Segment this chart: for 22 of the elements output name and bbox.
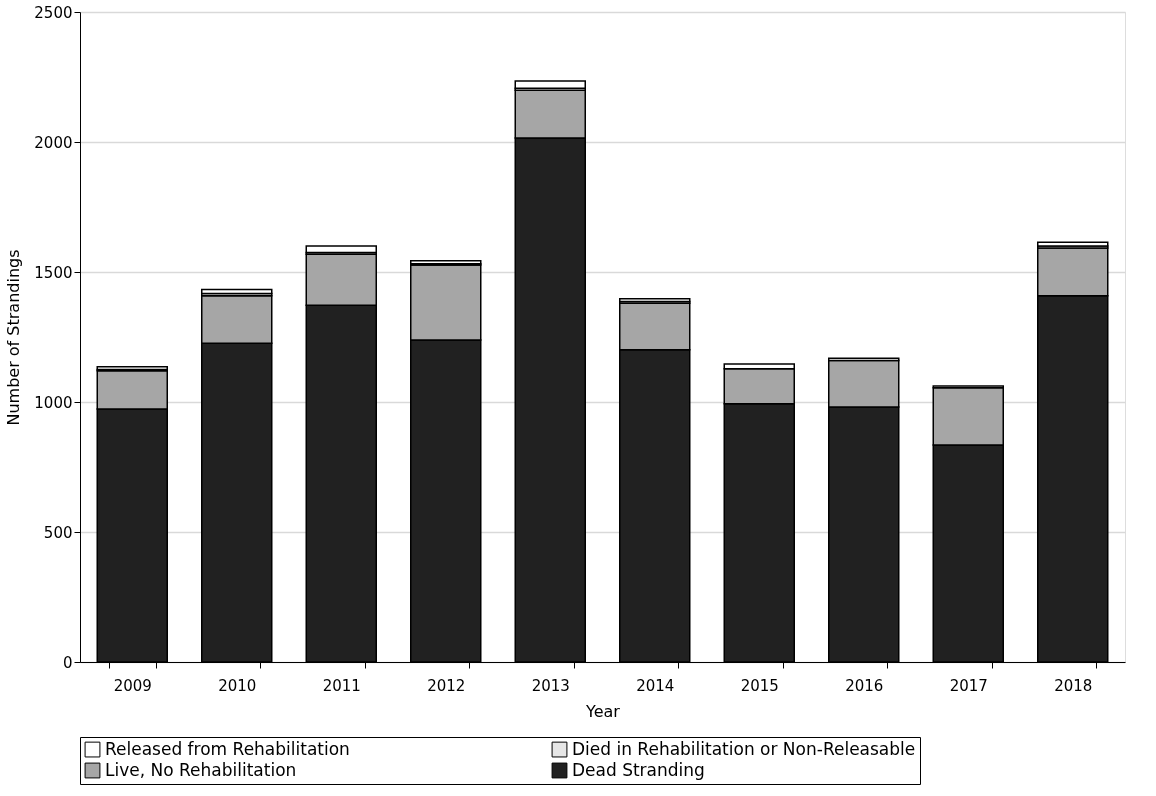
x-tick-label: 2011 [322, 676, 361, 695]
legend-label: Released from Rehabilitation [105, 738, 350, 759]
x-tick-label: 2009 [113, 676, 152, 695]
x-axis-title: Year [585, 701, 621, 721]
y-tick-label: 2000 [34, 133, 73, 152]
y-tick-label: 500 [43, 523, 73, 542]
x-tick-label: 2018 [1054, 676, 1093, 695]
legend-label: Dead Stranding [572, 759, 705, 780]
x-tick-label: 2015 [740, 676, 779, 695]
x-tick-label: 2012 [427, 676, 466, 695]
x-tick-label: 2016 [845, 676, 884, 695]
legend-label: Died in Rehabilitation or Non-Releasable [572, 738, 916, 759]
x-tick-label: 2010 [218, 676, 257, 695]
x-tick-label: 2014 [636, 676, 675, 695]
y-tick-label: 1500 [34, 263, 73, 282]
y-tick-label: 2500 [34, 3, 73, 22]
y-axis-title: Number of Strandings [4, 249, 24, 426]
y-tick-label: 1000 [34, 393, 73, 412]
legend-label: Live, No Rehabilitation [105, 759, 297, 780]
x-tick-label: 2017 [949, 676, 988, 695]
y-tick-label: 0 [62, 653, 73, 672]
x-tick-label: 2013 [531, 676, 570, 695]
